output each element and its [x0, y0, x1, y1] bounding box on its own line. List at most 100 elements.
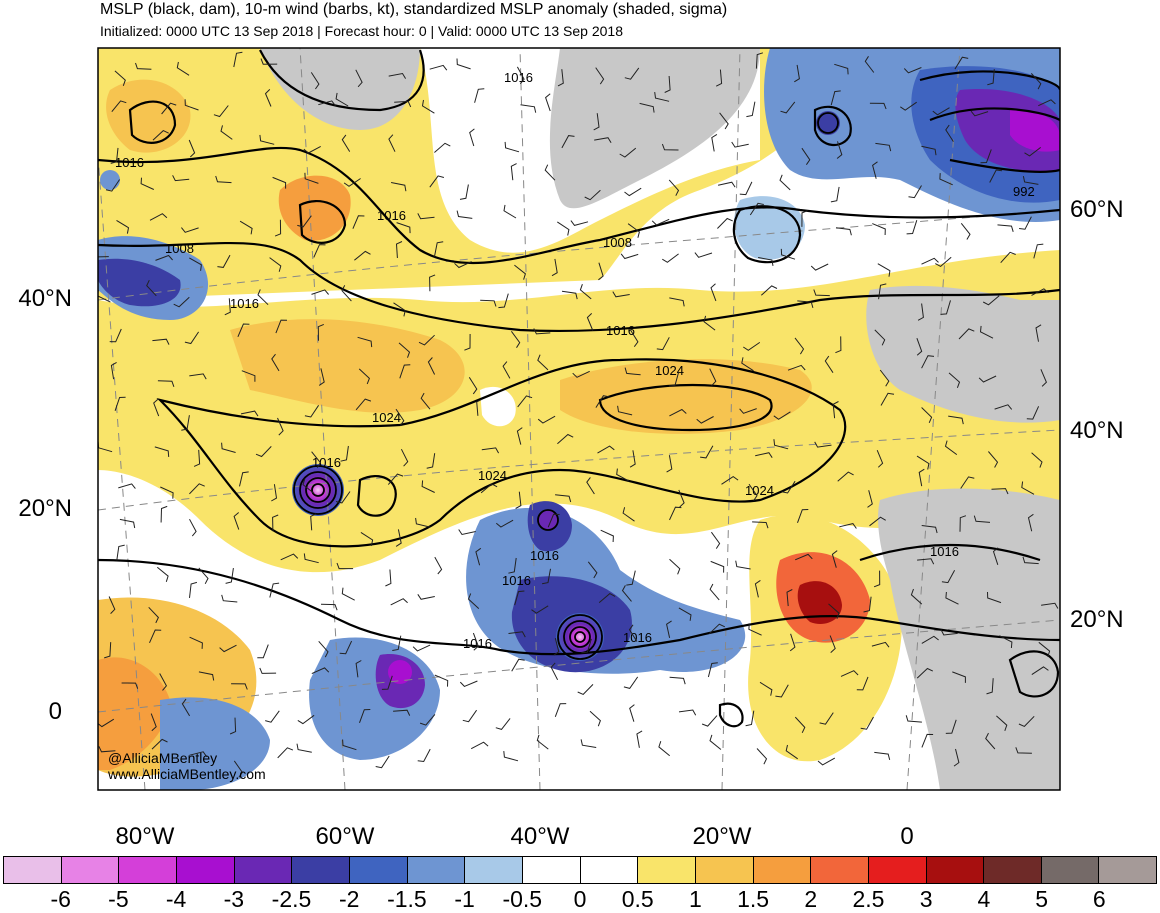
- wind-barb: [872, 161, 878, 179]
- wind-barb: [624, 367, 641, 376]
- wind-barb: [1022, 556, 1039, 565]
- wind-barb: [773, 411, 791, 420]
- wind-barb: [840, 670, 859, 677]
- isobar-label: 1016: [230, 296, 259, 311]
- wind-barb: [434, 241, 444, 257]
- wind-barb: [662, 253, 679, 263]
- lon-label: 80°W: [115, 823, 175, 850]
- colorbar-tick-label: -2.5: [271, 886, 312, 912]
- wind-barb: [239, 471, 249, 487]
- wind-barb: [1019, 216, 1032, 230]
- wind-barb: [110, 361, 117, 380]
- wind-barb: [341, 134, 351, 152]
- wind-barb: [498, 293, 509, 309]
- wind-barb: [119, 518, 136, 529]
- wind-barb: [343, 178, 361, 187]
- wind-barb: [570, 220, 589, 226]
- wind-barb: [456, 210, 473, 219]
- isobar-label: 1024: [478, 468, 507, 483]
- wind-barb: [656, 337, 670, 351]
- colorbar-tick-label: 5: [1035, 886, 1048, 912]
- lon-label: 20°W: [692, 823, 752, 850]
- wind-barb: [189, 518, 197, 537]
- wind-barb: [973, 515, 991, 523]
- wind-barb: [932, 107, 950, 116]
- wind-barb: [831, 550, 838, 568]
- wind-barb: [739, 408, 757, 414]
- wind-barb: [837, 471, 854, 482]
- wind-barb: [741, 357, 754, 372]
- wind-barb: [272, 514, 279, 532]
- wind-barb: [759, 681, 773, 696]
- wind-barb: [678, 709, 697, 716]
- wind-barb: [710, 283, 717, 302]
- colorbar-cell: [349, 857, 408, 883]
- wind-barb: [198, 671, 215, 681]
- wind-barb: [711, 133, 718, 152]
- wind-barb: [748, 623, 762, 636]
- wind-barb: [269, 257, 282, 272]
- wind-barb: [908, 185, 922, 199]
- wind-barb: [459, 184, 469, 200]
- wind-barb: [623, 676, 639, 689]
- wind-barb: [598, 262, 604, 281]
- wind-barb: [577, 684, 594, 695]
- wind-barb: [429, 175, 445, 188]
- wind-barb: [629, 704, 635, 722]
- wind-barb: [271, 353, 280, 372]
- wind-barb: [979, 325, 994, 339]
- wind-barb: [394, 100, 412, 108]
- wind-barb: [111, 100, 127, 113]
- lat-label-right: 40°N: [1070, 417, 1124, 444]
- wind-barb: [161, 102, 177, 115]
- wind-barb: [545, 93, 551, 112]
- wind-barb: [997, 224, 1014, 232]
- wind-barb: [668, 179, 680, 196]
- colorbar-tick-label: 6: [1092, 886, 1106, 912]
- wind-barb: [810, 263, 829, 271]
- map-frame: [97, 47, 1061, 791]
- wind-barb: [240, 410, 259, 417]
- colorbar-cell: [868, 857, 927, 883]
- wind-barb: [146, 279, 157, 297]
- wind-barb: [666, 455, 673, 473]
- wind-barb: [941, 570, 956, 584]
- wind-barb: [760, 285, 778, 296]
- wind-barb: [181, 415, 190, 431]
- wind-barb: [417, 594, 435, 600]
- wind-barb: [503, 751, 519, 762]
- wind-barb: [434, 674, 449, 687]
- wind-barb: [1038, 641, 1051, 657]
- wind-barb: [189, 581, 198, 598]
- wind-barb: [472, 632, 479, 651]
- wind-barb: [387, 473, 404, 485]
- colorbar-tick-label: -4: [165, 886, 187, 912]
- wind-barb: [464, 333, 471, 351]
- wind-barb: [839, 523, 857, 529]
- wind-barb: [536, 734, 549, 750]
- wind-barb: [948, 372, 961, 388]
- colorbar-tick-label: 2: [804, 886, 818, 912]
- colorbar-cell: [407, 857, 466, 883]
- wind-barb: [271, 484, 278, 502]
- wind-barb: [395, 408, 405, 426]
- wind-barb: [354, 250, 371, 261]
- wind-barb: [375, 755, 390, 769]
- wind-barb: [746, 101, 756, 118]
- wind-barb: [830, 186, 840, 203]
- wind-barb: [586, 477, 595, 495]
- wind-barb: [310, 513, 317, 531]
- wind-barb: [781, 480, 796, 494]
- wind-barb: [717, 181, 736, 188]
- wind-barb: [581, 638, 592, 654]
- isobar-label: 1016: [312, 455, 341, 470]
- wind-barb: [1030, 73, 1042, 90]
- wind-barb: [739, 181, 753, 196]
- wind-barb: [359, 709, 371, 723]
- wind-barb: [297, 215, 312, 228]
- wind-barb: [801, 210, 808, 227]
- wind-barb: [255, 446, 272, 458]
- wind-barb: [752, 521, 769, 529]
- wind-barb: [221, 594, 238, 603]
- wind-barb: [340, 445, 349, 462]
